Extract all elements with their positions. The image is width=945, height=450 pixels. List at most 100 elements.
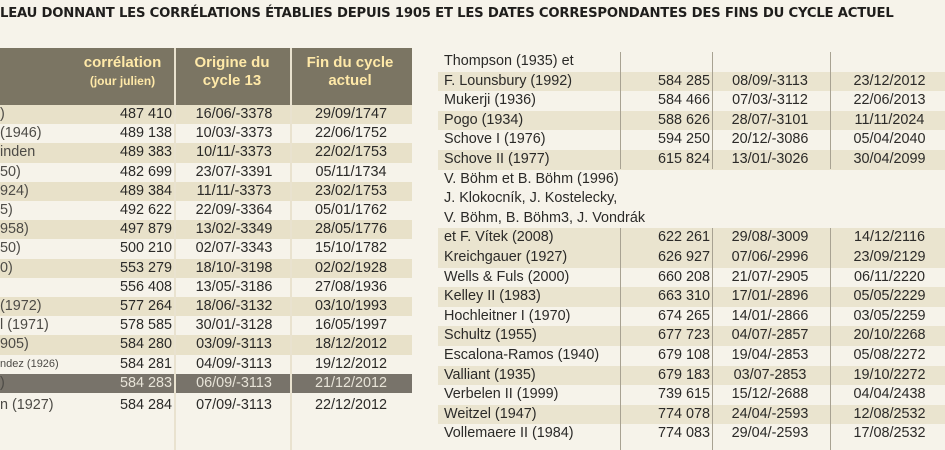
cell-origin: 28/07/-3101 (731, 111, 809, 128)
table-row: J. Klokocník, J. Kostelecky, (438, 189, 945, 209)
cell-name: 50) (0, 163, 21, 180)
column-divider (712, 52, 713, 169)
cell-end: 03/05/2259 (853, 307, 926, 324)
column-divider (620, 52, 621, 169)
header-end-line2: actuel (328, 72, 372, 89)
cell-origin: 14/01/-2866 (731, 307, 809, 324)
cell-origin: 20/12/-3086 (731, 131, 809, 148)
cell-correlation: 553 279 (119, 259, 172, 276)
cell-end: 22/06/1752 (314, 125, 388, 142)
cell-end: 03/10/1993 (314, 298, 388, 314)
table-row: Hochleitner I (1970) 674 265 14/01/-2866 03… (438, 307, 945, 327)
cell-end: 23/09/2129 (853, 249, 926, 265)
cell-correlation: 622 261 (657, 229, 710, 246)
cell-name: ndez (1926) (0, 357, 59, 370)
cell-origin: 13/01/-3026 (731, 151, 809, 167)
cell-end: 05/11/1734 (315, 163, 387, 180)
cell-end: 30/04/2099 (853, 151, 926, 167)
cell-origin: 16/06/-3378 (195, 106, 273, 122)
cell-correlation: 660 208 (657, 268, 710, 285)
cell-name: Valliant (1935) (444, 366, 536, 383)
cell-correlation: 489 138 (119, 125, 172, 142)
cell-end: 20/10/2268 (853, 327, 926, 344)
cell-name: Kelley II (1983) (444, 288, 541, 305)
cell-end: 15/10/1782 (314, 240, 388, 257)
cell-name: 924) (0, 182, 29, 199)
header-origin-line2: cycle 13 (202, 72, 262, 89)
cell-end: 22/06/2013 (853, 92, 926, 109)
table-row: 924) 489 384 11/11/-3373 23/02/1753 (0, 181, 412, 201)
cell-name: V. Böhm et B. Böhm (1996) (444, 170, 619, 187)
column-divider (290, 48, 292, 105)
column-divider (830, 52, 831, 169)
cell-origin: 24/04/-2593 (731, 405, 809, 422)
cell-name: F. Lounsbury (1992) (444, 72, 572, 89)
cell-name: 0) (0, 259, 13, 276)
cell-end: 23/12/2012 (853, 72, 926, 89)
table-row: l (1971) 578 585 30/01/-3128 16/05/1997 (0, 316, 412, 335)
cell-name: Schove II (1977) (444, 151, 550, 167)
cell-origin: 11/11/-3373 (196, 182, 272, 199)
cell-end: 16/05/1997 (314, 317, 388, 334)
cell-end: 11/11/2024 (854, 111, 925, 128)
table-row: 50) 500 210 02/07/-3343 15/10/1782 (0, 239, 412, 258)
cell-correlation: 492 622 (119, 202, 172, 218)
cell-correlation: 584 280 (119, 336, 172, 353)
cell-name: (1972) (0, 298, 42, 314)
cell-end: 04/04/2438 (853, 386, 926, 403)
table-row: 5) 492 622 22/09/-3364 05/01/1762 (0, 201, 412, 220)
header-end-line1: Fin du cycle (306, 54, 394, 71)
cell-correlation: 615 824 (657, 151, 710, 167)
cell-name: (1946) (0, 125, 42, 142)
cell-origin: 02/07/-3343 (195, 240, 273, 257)
cell-name: J. Klokocník, J. Kostelecky, (444, 190, 618, 207)
cell-correlation: 679 108 (657, 347, 710, 363)
cell-end: 05/01/1762 (314, 202, 388, 218)
table-row: V. Böhm, B. Böhm3, J. Vondrák (438, 209, 945, 229)
cell-name: Schultz (1955) (444, 327, 537, 344)
cell-name: 50) (0, 240, 21, 257)
cell-name: inden (0, 144, 36, 161)
column-divider (830, 228, 831, 450)
table-row: Schove I (1976) 594 250 20/12/-3086 05/04/2… (438, 130, 945, 150)
cell-correlation: 594 250 (657, 131, 710, 148)
cell-correlation: 774 078 (657, 405, 710, 422)
cell-name: et F. Vítek (2008) (444, 229, 554, 246)
right-table: Thompson (1935) et F. Lounsbury (1992) 584… (438, 52, 945, 450)
cell-origin: 07/03/-3112 (732, 92, 808, 109)
cell-correlation: 489 384 (119, 182, 172, 199)
header-end: Fin du cycle actuel (294, 54, 406, 90)
cell-correlation: 584 466 (657, 92, 710, 109)
table-row: ) 584 283 06/09/-3113 21/12/2012 (0, 373, 412, 393)
cell-name: l (1971) (0, 317, 49, 334)
cell-origin: 22/09/-3364 (195, 202, 273, 218)
cell-end: 27/08/1936 (314, 278, 388, 295)
cell-name: Kreichgauer (1927) (444, 249, 568, 265)
cell-name: 958) (0, 221, 29, 238)
cell-end: 02/02/1928 (314, 259, 388, 276)
cell-origin: 07/09/-3113 (196, 397, 272, 413)
cell-name: Verbelen II (1999) (444, 386, 559, 403)
column-divider (174, 105, 176, 450)
cell-end: 19/12/2012 (314, 355, 388, 372)
cell-origin: 18/06/-3132 (195, 298, 273, 314)
cell-correlation: 584 281 (119, 355, 172, 372)
cell-correlation: 663 310 (657, 288, 710, 305)
table-row: Weitzel (1947) 774 078 24/04/-2593 12/08/25… (438, 404, 945, 425)
header-origin-line1: Origine du (194, 54, 270, 71)
table-row: (1972) 577 264 18/06/-3132 03/10/1993 (0, 297, 412, 317)
cell-correlation: 556 408 (119, 278, 172, 295)
cell-name: n (1927) (0, 397, 54, 413)
cell-end: 06/11/2220 (854, 268, 925, 285)
header-correlation-sub: (jour julien) (89, 74, 156, 88)
cell-origin: 06/09/-3113 (196, 374, 272, 391)
cell-end: 21/12/2012 (314, 374, 388, 391)
cell-origin: 10/03/-3373 (195, 125, 273, 142)
cell-correlation: 588 626 (657, 111, 710, 128)
cell-origin: 04/07/-2857 (731, 327, 809, 344)
table-row: Kelley II (1983) 663 310 17/01/-2896 05/05/… (438, 287, 945, 307)
table-row: ndez (1926) 584 281 04/09/-3113 19/12/2012 (0, 355, 412, 374)
cell-correlation: 626 927 (657, 249, 710, 265)
cell-correlation: 739 615 (657, 386, 710, 403)
table-row: Escalona-Ramos (1940) 679 108 19/04/-2853 0… (438, 346, 945, 366)
